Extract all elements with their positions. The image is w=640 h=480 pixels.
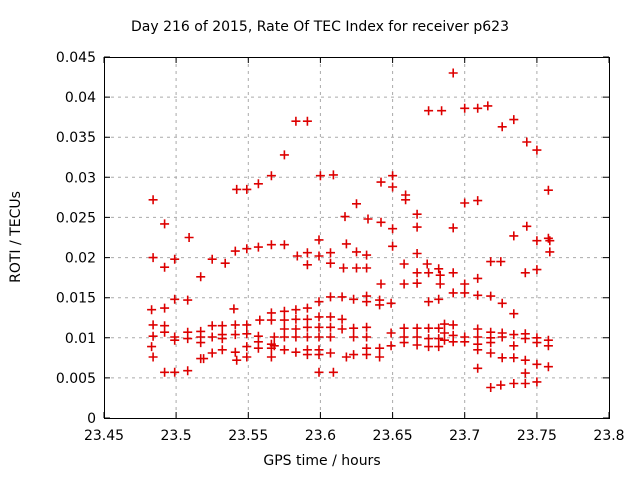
- plot-border: [104, 57, 610, 419]
- y-tick-label: 0.04: [65, 90, 96, 106]
- y-tick-label: 0.01: [65, 331, 96, 347]
- y-axis-label: ROTI / TECUs: [8, 191, 24, 283]
- y-tick-label: 0.035: [56, 130, 96, 146]
- y-tick-label: 0.03: [65, 170, 96, 186]
- data-points: [147, 68, 555, 392]
- y-tick-label: 0.005: [56, 371, 96, 387]
- x-tick-label: 23.75: [517, 428, 557, 444]
- x-axis-label: GPS time / hours: [263, 453, 380, 469]
- y-tick-label: 0: [87, 411, 96, 427]
- chart-title: Day 216 of 2015, Rate Of TEC Index for r…: [131, 19, 509, 35]
- y-tick-label: 0.045: [56, 50, 96, 66]
- x-tick-label: 23.5: [161, 428, 192, 444]
- x-tick-label: 23.65: [373, 428, 413, 444]
- x-tick-label: 23.8: [593, 428, 624, 444]
- x-tick-label: 23.6: [305, 428, 336, 444]
- x-tick-label: 23.7: [449, 428, 480, 444]
- y-tick-label: 0.02: [65, 251, 96, 267]
- plot-area: 23.45 23.5 23.55 23.6 23.65 23.7 23.75 23.8 0 0.0…: [56, 50, 625, 444]
- y-tick-label: 0.015: [56, 291, 96, 307]
- x-tick-label: 23.55: [228, 428, 268, 444]
- x-tick-label: 23.45: [84, 428, 124, 444]
- y-tick-label: 0.025: [56, 210, 96, 226]
